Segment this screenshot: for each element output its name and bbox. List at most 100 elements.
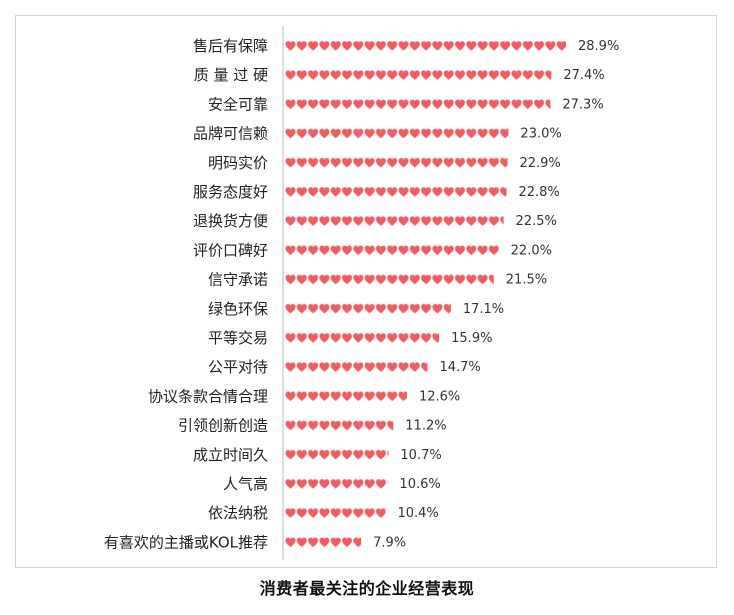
heart-icon [454,216,466,227]
heart-icon [364,157,375,168]
heart-icon [432,157,443,168]
heart-icon [409,157,421,168]
heart-icon [285,274,296,285]
heart-icon [432,303,443,314]
heart-icon [443,186,455,197]
heart-icon [545,40,556,51]
value-label: 10.6% [399,477,440,492]
heart-icon [352,478,364,489]
heart-icon [443,157,455,168]
bar [285,362,428,373]
heart-icon [352,157,364,168]
heart-icon [409,303,421,314]
heart-icon [477,245,488,256]
heart-icon [386,99,398,110]
heart-icon [296,216,308,227]
heart-icon [285,332,296,343]
value-label: 10.7% [400,448,441,463]
heart-icon [319,537,330,548]
heart-icon [307,216,319,227]
heart-icon [375,391,387,402]
heart-icon [420,99,432,110]
heart-icon [409,70,421,81]
heart-icon [375,216,387,227]
heart-icon [522,40,534,51]
heart-icon [398,245,409,256]
heart-icon [352,40,364,51]
heart-icon [409,99,421,110]
heart-icon [465,216,477,227]
heart-icon [409,245,421,256]
heart-icon [352,274,364,285]
heart-icon [307,157,319,168]
value-label: 22.0% [511,243,552,258]
heart-icon [386,303,398,314]
heart-icon [454,40,466,51]
heart-icon [375,99,387,110]
heart-icon [386,420,394,431]
heart-icon [330,332,342,343]
heart-icon [409,274,421,285]
heart-icon [386,70,398,81]
heart-icon [364,332,375,343]
bar [285,537,362,548]
heart-icon [488,70,500,81]
heart-icon [499,70,511,81]
value-label: 10.4% [397,506,438,521]
heart-icon [420,332,432,343]
heart-icon [319,303,330,314]
heart-icon [465,70,477,81]
bar [285,478,388,489]
heart-icon [319,478,330,489]
heart-icon [375,362,387,373]
heart-icon [409,216,421,227]
bars-layer: 售后有保障 28.9% 质 量 过 硬 27.4% 安全可靠 27.3% 品牌可信赖 23.0… [104,37,620,551]
heart-icon [307,274,319,285]
value-label: 27.4% [563,68,604,83]
heart-icon [499,128,509,139]
heart-icon [307,245,319,256]
heart-icon [375,478,387,489]
heart-icon [409,40,421,51]
heart-icon [488,99,500,110]
heart-icon [307,70,319,81]
value-label: 11.2% [405,419,446,434]
heart-icon [432,186,443,197]
heart-icon [341,274,353,285]
heart-icon [330,362,342,373]
value-label: 15.9% [451,331,492,346]
bar [285,157,508,168]
heart-icon [296,362,308,373]
heart-icon [454,128,466,139]
heart-icon [386,478,388,489]
heart-icon [398,391,407,402]
heart-icon [285,128,296,139]
category-label: 品牌可信赖 [193,125,268,143]
value-label: 21.5% [506,273,547,288]
heart-icon [296,449,308,460]
heart-icon [330,420,342,431]
heart-icon [432,40,443,51]
value-label: 22.8% [518,185,559,200]
heart-icon [352,508,364,519]
heart-icon [420,362,428,373]
heart-icon [330,449,342,460]
heart-icon [398,216,409,227]
heart-icon [364,245,375,256]
heart-icon [352,537,362,548]
heart-icon [477,99,488,110]
heart-icon [341,478,353,489]
heart-icon [330,128,342,139]
heart-icon [522,99,534,110]
heart-icon [307,478,319,489]
heart-icon [352,449,364,460]
heart-icon [364,391,375,402]
heart-icon [375,157,387,168]
heart-icon [364,186,375,197]
heart-icon [386,186,398,197]
heart-icon [432,128,443,139]
bar [285,420,394,431]
heart-icon [465,40,477,51]
heart-icon [488,274,494,285]
heart-icon [420,216,432,227]
